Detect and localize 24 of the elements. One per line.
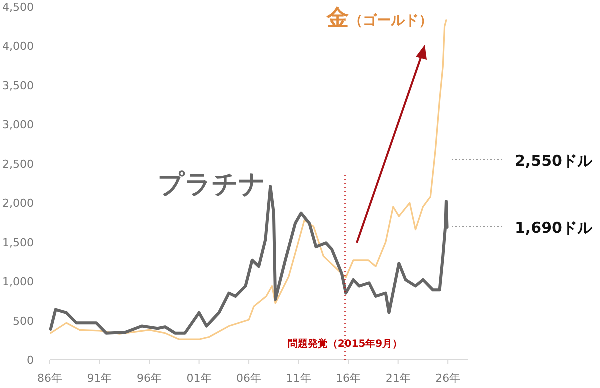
y-tick-label: 1,000 <box>2 276 34 289</box>
y-tick-label: 500 <box>13 314 34 328</box>
y-tick-label: 3,500 <box>2 79 34 92</box>
y-tick-label: 4,000 <box>2 40 34 54</box>
series-label: 金（ゴールド） <box>326 6 433 31</box>
x-tick-label: 01年 <box>186 372 212 385</box>
x-tick-label: 86年 <box>38 372 62 385</box>
x-tick-label: 06年 <box>236 372 262 385</box>
text: 1,690ドル <box>515 219 594 237</box>
y-tick-label: 0 <box>27 354 34 367</box>
text: 2,550ドル <box>515 152 594 170</box>
x-tick-label: 26年 <box>436 372 461 385</box>
x-tick-label: 91年 <box>87 372 112 385</box>
y-tick-label: 2,500 <box>2 158 34 171</box>
x-tick-label: 21年 <box>386 372 411 385</box>
ref-line-label: 問題発覚（2015年9月） <box>288 338 403 350</box>
x-tick-label: 16年 <box>336 372 362 385</box>
series-label: プラチナ <box>158 170 266 200</box>
y-tick-label: 4,500 <box>2 1 34 14</box>
y-tick-label: 3,000 <box>2 118 34 132</box>
y-tick-label: 2,000 <box>2 197 34 210</box>
y-tick-label: 1,500 <box>2 236 34 250</box>
x-tick-label: 11年 <box>286 372 312 385</box>
x-tick-label: 96年 <box>137 372 162 385</box>
